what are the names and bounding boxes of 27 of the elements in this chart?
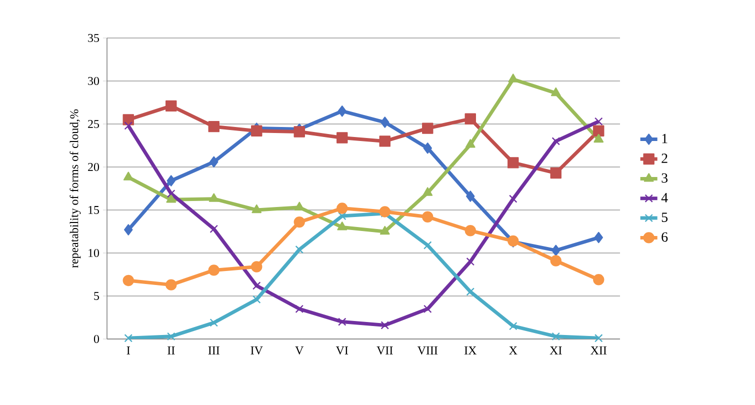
x-tick-label: XI (550, 346, 562, 354)
y-tick-label: 15 (88, 206, 100, 214)
x-tick-label: VI (336, 346, 348, 355)
x-tick-label: IV (250, 346, 263, 355)
legend-label: 3 (662, 173, 668, 183)
y-axis-title: repeatability of forms of cloud,% (70, 109, 81, 268)
legend-label: 6 (662, 232, 668, 242)
x-tick-label: XII (590, 346, 607, 354)
x-tick-label: VIII (417, 346, 438, 355)
x-tick-label: II (168, 346, 175, 354)
legend-label: 1 (662, 134, 668, 144)
y-tick-label: 0 (94, 334, 100, 344)
legend-label: 2 (662, 154, 668, 163)
y-tick-label: 25 (88, 120, 100, 128)
x-tick-label: X (509, 346, 518, 354)
legend-label: 4 (661, 193, 668, 202)
y-tick-label: 30 (88, 76, 100, 86)
x-tick-label: IX (464, 346, 476, 354)
y-tick-label: 5 (94, 292, 100, 300)
x-tick-label: III (208, 346, 220, 354)
y-tick-label: 10 (88, 248, 100, 258)
x-tick-label: I (126, 346, 130, 354)
x-tick-label: V (295, 346, 304, 355)
legend-label: 5 (662, 212, 668, 222)
y-tick-label: 20 (88, 162, 100, 172)
y-tick-label: 35 (88, 34, 100, 42)
x-tick-label: VII (376, 346, 393, 355)
